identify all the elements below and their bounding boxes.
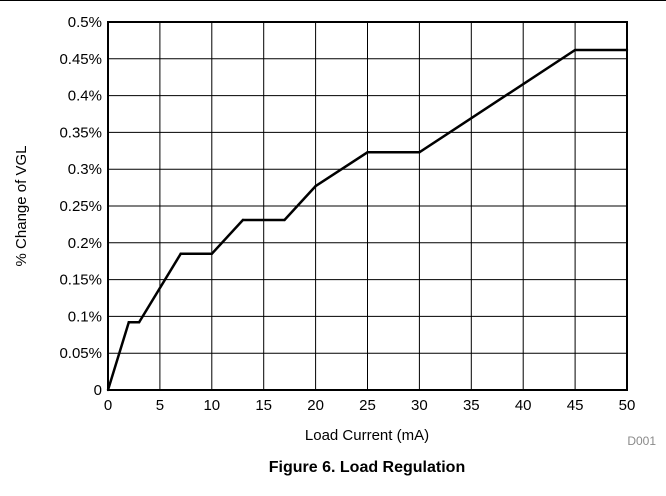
data-point (573, 48, 577, 52)
data-point (366, 151, 369, 154)
x-tick-label: 30 (411, 397, 428, 414)
data-point (625, 48, 629, 52)
x-tick-label: 35 (463, 397, 480, 414)
y-tick-label: 0 (94, 382, 102, 399)
y-tick-label: 0.1% (68, 308, 102, 325)
y-tick-label: 0.25% (59, 198, 102, 215)
figure-caption: Figure 6. Load Regulation (269, 459, 465, 476)
data-point (241, 218, 245, 222)
x-tick-label: 20 (307, 397, 324, 414)
x-tick-label: 25 (359, 397, 376, 414)
x-tick-label: 10 (203, 397, 220, 414)
data-point (210, 252, 213, 256)
y-tick-label: 0.2% (68, 235, 102, 252)
data-point (179, 252, 182, 256)
x-axis-tick-labels: 0 5 10 15 20 25 30 35 40 45 50 (104, 397, 636, 414)
y-tick-label: 0.35% (59, 124, 102, 141)
plot-frame (107, 21, 628, 391)
x-tick-label: 50 (619, 397, 636, 414)
x-tick-label: 45 (567, 397, 584, 414)
data-point (137, 321, 141, 324)
grid (108, 22, 627, 390)
x-tick-label: 40 (515, 397, 532, 414)
x-tick-label: 15 (255, 397, 272, 414)
data-point (283, 218, 286, 222)
data-point (418, 151, 421, 154)
y-tick-label: 0.45% (59, 51, 102, 68)
data-point (314, 184, 317, 188)
y-tick-label: 0.15% (59, 272, 102, 289)
x-tick-label: 5 (156, 397, 164, 414)
series-line (106, 48, 627, 391)
x-tick-label: 0 (104, 397, 112, 414)
top-rule (0, 0, 666, 1)
data-point (106, 388, 110, 392)
data-point (127, 321, 130, 324)
series-layer (106, 48, 629, 392)
figure-id: D001 (627, 434, 656, 448)
y-tick-label: 0.05% (59, 345, 102, 362)
x-axis-title: Load Current (mA) (305, 427, 429, 444)
y-tick-label: 0.3% (68, 161, 102, 178)
y-axis-tick-labels: 0 0.05% 0.1% 0.15% 0.2% 0.25% 0.3% 0.35% 0.4% 0.4… (59, 14, 102, 399)
y-tick-label: 0.5% (68, 14, 102, 31)
y-tick-label: 0.4% (68, 88, 102, 105)
y-axis-title: % Change of VGL (13, 146, 30, 267)
